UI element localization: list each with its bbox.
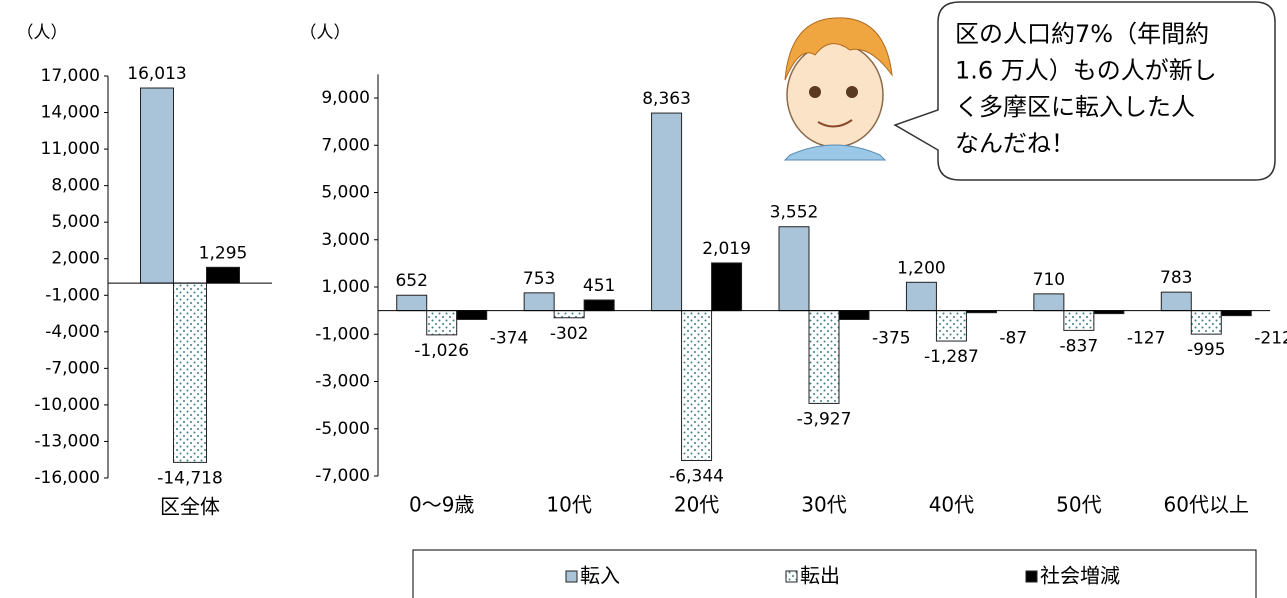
bar bbox=[1033, 293, 1065, 312]
y-axis-unit: （人） bbox=[300, 23, 351, 43]
x-tick-label: 40代 bbox=[929, 493, 974, 517]
y-tick-label: 5,000 bbox=[51, 212, 100, 232]
legend-swatch bbox=[1025, 570, 1038, 583]
x-tick-label: 10代 bbox=[546, 493, 591, 517]
y-tick-label: 1,000 bbox=[321, 277, 370, 297]
value-label: 1,200 bbox=[897, 258, 946, 278]
y-tick-label: -16,000 bbox=[34, 468, 100, 488]
value-label: 1,295 bbox=[199, 243, 248, 263]
y-tick-label: 2,000 bbox=[51, 249, 100, 269]
y-tick-label: 9,000 bbox=[321, 88, 370, 108]
x-tick-label: 50代 bbox=[1056, 493, 1101, 517]
value-label: 451 bbox=[583, 276, 615, 296]
value-label: 710 bbox=[1033, 270, 1065, 290]
value-label: -837 bbox=[1060, 336, 1099, 356]
bubble-text: く多摩区に転入した人 bbox=[955, 93, 1195, 121]
bar bbox=[583, 299, 615, 312]
y-tick-label: -7,000 bbox=[45, 358, 100, 378]
x-tick-label: 0～9歳 bbox=[409, 493, 474, 517]
legend-label: 社会増減 bbox=[1040, 564, 1120, 588]
x-tick-label: 60代以上 bbox=[1164, 493, 1249, 517]
x-tick-label: 区全体 bbox=[160, 495, 220, 519]
boy-illustration bbox=[783, 17, 893, 161]
bar bbox=[396, 294, 428, 312]
bar bbox=[778, 226, 810, 312]
value-label: 783 bbox=[1160, 268, 1192, 288]
y-tick-label: 11,000 bbox=[41, 139, 100, 159]
bar bbox=[808, 310, 840, 404]
value-label: -87 bbox=[999, 329, 1027, 349]
bar bbox=[206, 266, 240, 284]
bubble-text: なんだね！ bbox=[955, 130, 1075, 158]
value-label: -995 bbox=[1187, 340, 1226, 360]
bar bbox=[140, 87, 174, 284]
y-tick-label: -5,000 bbox=[315, 419, 370, 439]
y-tick-label: -1,000 bbox=[45, 285, 100, 305]
value-label: -302 bbox=[550, 324, 589, 344]
bar bbox=[426, 310, 458, 336]
bar bbox=[173, 282, 207, 463]
bar bbox=[523, 292, 555, 312]
value-label: -1,026 bbox=[414, 341, 469, 361]
value-label: -6,344 bbox=[669, 467, 724, 487]
bar bbox=[711, 262, 743, 312]
y-tick-label: -10,000 bbox=[34, 395, 100, 415]
bubble-text: 区の人口約7%（年間約 bbox=[955, 20, 1209, 48]
bar bbox=[905, 281, 937, 312]
x-tick-label: 20代 bbox=[674, 493, 719, 517]
value-label: 16,013 bbox=[127, 64, 186, 84]
value-label: -14,718 bbox=[157, 468, 223, 488]
y-axis-unit: （人） bbox=[17, 23, 68, 43]
value-label: -127 bbox=[1127, 329, 1166, 349]
legend-label: 転出 bbox=[800, 564, 840, 588]
y-tick-label: 7,000 bbox=[321, 135, 370, 155]
y-tick-label: -7,000 bbox=[315, 466, 370, 486]
legend-swatch bbox=[565, 570, 578, 583]
bar bbox=[1190, 310, 1222, 335]
bar bbox=[651, 112, 683, 312]
legend-box bbox=[412, 549, 1257, 598]
y-tick-label: 17,000 bbox=[41, 66, 100, 86]
y-tick-label: -13,000 bbox=[34, 431, 100, 451]
value-label: -375 bbox=[872, 329, 911, 349]
bar bbox=[1220, 310, 1252, 317]
y-tick-label: 5,000 bbox=[321, 183, 370, 203]
bubble-text: 1.6 万人）もの人が新し bbox=[955, 57, 1217, 85]
y-tick-label: 8,000 bbox=[51, 176, 100, 196]
bar bbox=[553, 310, 585, 319]
speech-bubble bbox=[893, 1, 1276, 181]
legend-label: 転入 bbox=[580, 564, 620, 588]
bar bbox=[838, 310, 870, 320]
bar bbox=[456, 310, 488, 320]
y-tick-label: -4,000 bbox=[45, 322, 100, 342]
y-tick-label: 14,000 bbox=[41, 103, 100, 123]
value-label: -1,287 bbox=[924, 347, 979, 367]
x-tick-label: 30代 bbox=[801, 493, 846, 517]
value-label: -212 bbox=[1254, 329, 1287, 349]
value-label: -374 bbox=[490, 329, 529, 349]
value-label: 753 bbox=[523, 269, 555, 289]
value-label: 8,363 bbox=[642, 89, 691, 109]
bar bbox=[935, 310, 967, 342]
bar bbox=[1063, 310, 1095, 331]
y-tick-label: 3,000 bbox=[321, 230, 370, 250]
value-label: 652 bbox=[395, 271, 427, 291]
y-tick-label: -1,000 bbox=[315, 324, 370, 344]
value-label: 2,019 bbox=[702, 239, 751, 259]
bar bbox=[1160, 291, 1192, 312]
legend-swatch bbox=[785, 570, 798, 583]
value-label: -3,927 bbox=[797, 409, 852, 429]
y-tick-label: -3,000 bbox=[315, 372, 370, 392]
bar bbox=[681, 310, 713, 462]
value-label: 3,552 bbox=[770, 203, 819, 223]
